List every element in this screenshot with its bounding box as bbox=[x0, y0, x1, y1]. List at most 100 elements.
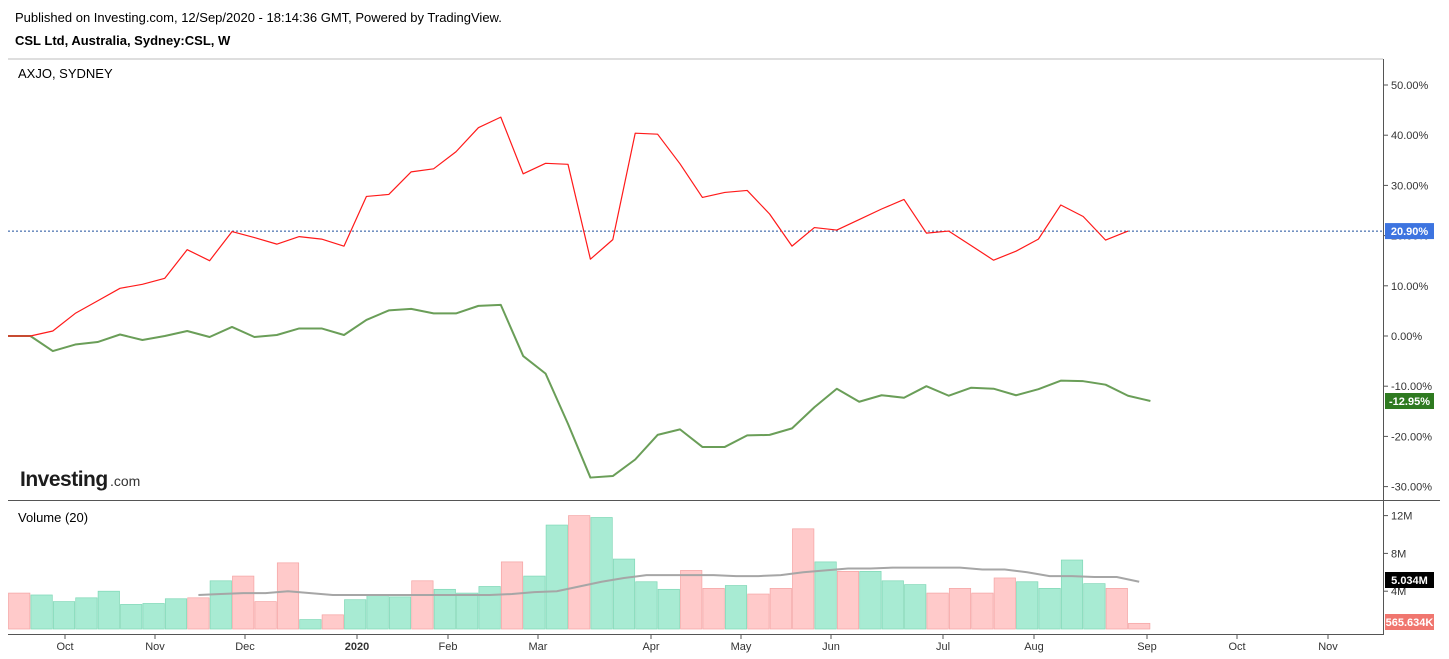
volume-bar bbox=[344, 599, 367, 630]
volume-bar bbox=[164, 598, 188, 630]
volume-bar bbox=[971, 592, 994, 630]
volume-bar bbox=[836, 571, 860, 630]
price-tick-label: 0.00% bbox=[1391, 331, 1422, 343]
volume-bar bbox=[881, 580, 904, 630]
volume-axis: 12M 8M 4M bbox=[1383, 511, 1412, 598]
axjo-last-badge-bg bbox=[1385, 393, 1434, 410]
volume-bar bbox=[478, 586, 501, 630]
volume-bar bbox=[680, 570, 703, 630]
time-tick-label: Nov bbox=[145, 641, 165, 653]
price-tick-label: 10.00% bbox=[1391, 281, 1429, 293]
time-tick-label: Dec bbox=[235, 641, 255, 653]
time-tick-label: Oct bbox=[1228, 641, 1245, 653]
volume-bar bbox=[232, 575, 255, 630]
volume-bar bbox=[993, 577, 1016, 630]
volume-bar bbox=[657, 588, 680, 630]
comparison-legend: AXJO, SYDNEY bbox=[18, 66, 113, 81]
price-tick-label: 40.00% bbox=[1391, 130, 1429, 142]
volume-bar bbox=[366, 594, 389, 630]
price-tick-label: -30.00% bbox=[1391, 482, 1432, 494]
csl-last-badge-bg bbox=[1385, 223, 1434, 240]
volume-bar bbox=[209, 580, 232, 630]
volume-bar bbox=[568, 515, 591, 630]
volume-bar bbox=[1128, 622, 1151, 630]
volume-bar bbox=[635, 581, 658, 630]
volume-tick-label: 4M bbox=[1391, 586, 1406, 598]
axjo-last-badge: -12.95% bbox=[1385, 393, 1434, 410]
time-tick-label: Feb bbox=[439, 641, 458, 653]
volume-bar bbox=[321, 614, 344, 630]
investing-watermark: Investing .com bbox=[20, 468, 140, 491]
csl-last-badge: 20.90% bbox=[1385, 223, 1434, 240]
price-tick-label: -10.00% bbox=[1391, 381, 1432, 393]
volume-bars bbox=[8, 515, 1151, 630]
time-tick-label: Jul bbox=[936, 641, 950, 653]
last-value-badges: 20.90% -12.95% 5.034M 565.634K bbox=[1385, 223, 1434, 630]
volume-bar bbox=[814, 561, 837, 630]
volume-bar bbox=[1038, 588, 1061, 630]
volume-bar bbox=[1105, 588, 1128, 630]
volume-bar bbox=[948, 588, 972, 630]
volume-tick-label: 12M bbox=[1391, 511, 1412, 523]
volume-bar bbox=[187, 597, 210, 630]
axjo-last-badge-label: -12.95% bbox=[1389, 396, 1430, 408]
volume-bar bbox=[1016, 581, 1039, 630]
volume-last-badge-label: 565.634K bbox=[1386, 617, 1434, 629]
volume-bar bbox=[926, 592, 949, 630]
volume-bar bbox=[904, 584, 927, 630]
watermark-brand: Investing bbox=[20, 468, 108, 491]
time-tick-label: Nov bbox=[1318, 641, 1338, 653]
volume-bar bbox=[590, 517, 613, 630]
axjo-line bbox=[8, 303, 1151, 479]
volume-bar bbox=[30, 594, 53, 630]
volume-ma-badge: 5.034M bbox=[1385, 572, 1434, 588]
volume-bar bbox=[724, 585, 748, 630]
csl-last-badge-label: 20.90% bbox=[1391, 226, 1429, 238]
volume-bar bbox=[120, 604, 143, 630]
time-tick-label: Apr bbox=[642, 641, 659, 653]
time-tick-label: Jun bbox=[822, 641, 840, 653]
volume-bar bbox=[411, 580, 434, 630]
volume-bar bbox=[276, 562, 300, 630]
time-tick-label: 2020 bbox=[345, 641, 369, 653]
volume-bar bbox=[52, 601, 76, 630]
price-tick-label: 50.00% bbox=[1391, 80, 1429, 92]
volume-ma-badge-bg bbox=[1385, 572, 1434, 588]
volume-bar bbox=[1060, 559, 1084, 630]
time-tick-label: Sep bbox=[1137, 641, 1157, 653]
volume-bar bbox=[8, 592, 31, 630]
volume-ma-line bbox=[198, 566, 1140, 596]
volume-tick-label: 8M bbox=[1391, 548, 1406, 560]
volume-bar bbox=[142, 603, 165, 630]
volume-bar bbox=[792, 528, 815, 630]
time-tick-label: Aug bbox=[1024, 641, 1044, 653]
price-tick-label: -20.00% bbox=[1391, 431, 1432, 443]
watermark-suffix: .com bbox=[110, 473, 140, 489]
symbol-title: CSL Ltd, Australia, Sydney:CSL, W bbox=[15, 33, 231, 48]
time-axis: Oct Nov Dec 2020 Feb Mar Apr May Jun Jul Aug Sep Oct… bbox=[56, 635, 1338, 653]
volume-last-badge-bg bbox=[1385, 614, 1434, 630]
volume-bar bbox=[388, 596, 412, 630]
volume-legend: Volume (20) bbox=[18, 510, 88, 525]
volume-bar bbox=[456, 592, 479, 630]
volume-bar bbox=[612, 558, 636, 630]
price-tick-label: 30.00% bbox=[1391, 180, 1429, 192]
volume-bar bbox=[523, 575, 546, 630]
price-axis: 50.00%40.00%30.00%20.00%10.00%0.00%-10.0… bbox=[1383, 80, 1432, 494]
csl-line bbox=[8, 116, 1129, 337]
volume-bar bbox=[299, 619, 322, 630]
time-tick-label: Oct bbox=[56, 641, 73, 653]
volume-last-badge: 565.634K bbox=[1385, 614, 1434, 630]
volume-bar bbox=[747, 593, 770, 630]
publish-info: Published on Investing.com, 12/Sep/2020 … bbox=[15, 10, 502, 25]
volume-bar bbox=[97, 590, 120, 630]
volume-bar bbox=[254, 601, 277, 630]
time-tick-label: May bbox=[731, 641, 752, 653]
volume-bar bbox=[859, 571, 882, 630]
volume-bar bbox=[433, 588, 456, 630]
time-tick-label: Mar bbox=[529, 641, 548, 653]
volume-bar bbox=[702, 588, 725, 630]
volume-bar bbox=[769, 588, 792, 630]
volume-bar bbox=[500, 561, 524, 630]
